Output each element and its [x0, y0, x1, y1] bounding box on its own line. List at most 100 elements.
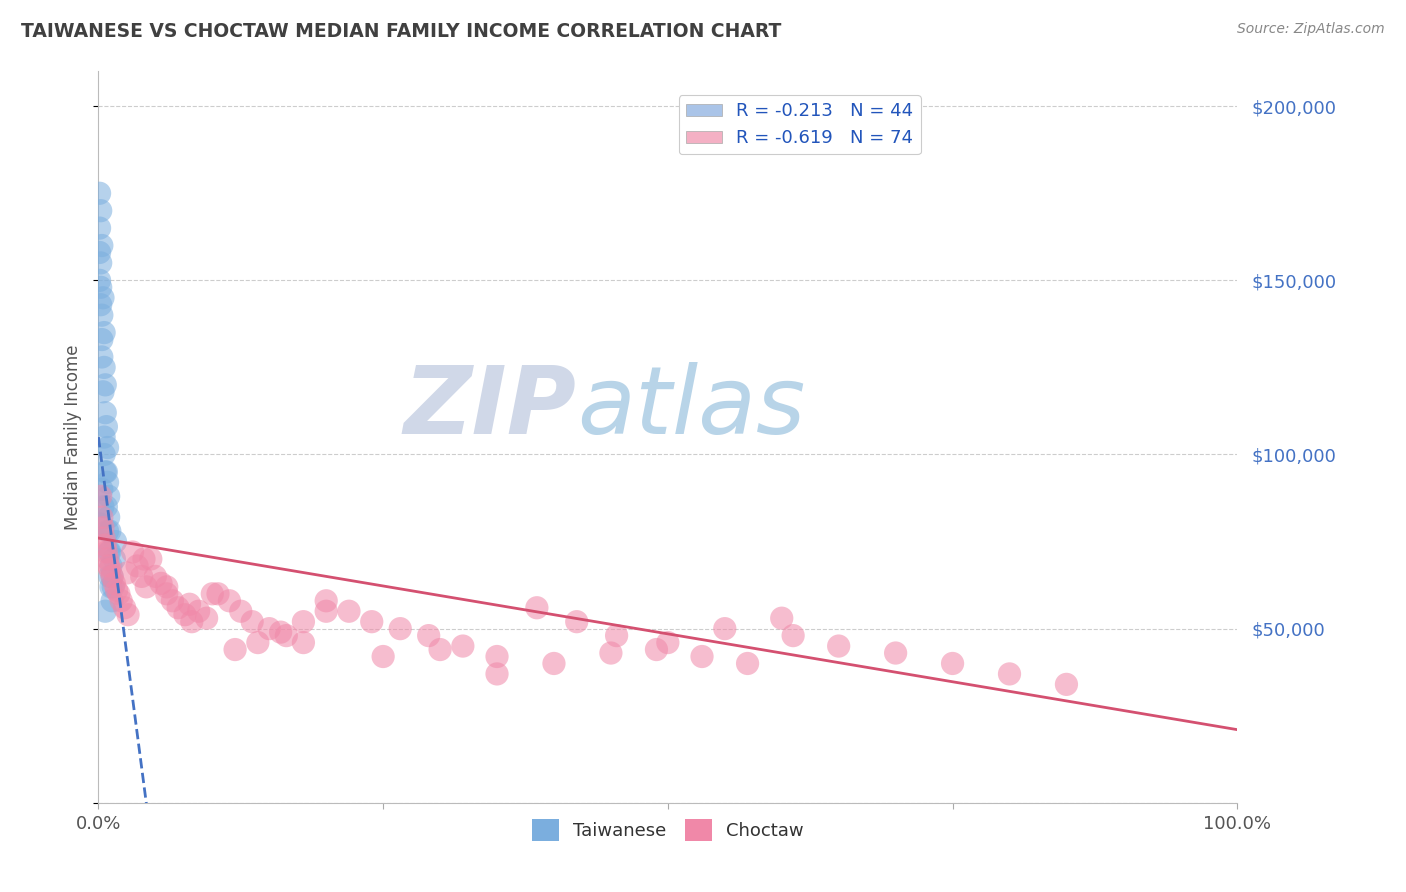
Point	[418, 629, 440, 643]
Point	[131, 569, 153, 583]
Point	[115, 566, 138, 580]
Point	[127, 558, 149, 573]
Point	[90, 350, 112, 364]
Point	[108, 587, 131, 601]
Point	[94, 465, 117, 479]
Point	[98, 569, 121, 583]
Point	[89, 221, 111, 235]
Point	[174, 607, 197, 622]
Point	[162, 594, 184, 608]
Point	[89, 273, 111, 287]
Point	[218, 594, 240, 608]
Point	[103, 552, 125, 566]
Point	[451, 639, 474, 653]
Point	[135, 580, 157, 594]
Point	[526, 600, 548, 615]
Point	[240, 615, 263, 629]
Point	[100, 580, 122, 594]
Point	[96, 524, 118, 538]
Point	[229, 604, 252, 618]
Point	[94, 377, 117, 392]
Point	[782, 629, 804, 643]
Point	[101, 569, 124, 583]
Point	[486, 667, 509, 681]
Point	[1054, 677, 1078, 691]
Point	[371, 649, 394, 664]
Point	[91, 291, 114, 305]
Text: Source: ZipAtlas.com: Source: ZipAtlas.com	[1237, 22, 1385, 37]
Point	[97, 558, 120, 573]
Point	[93, 430, 115, 444]
Point	[292, 635, 315, 649]
Point	[828, 639, 851, 653]
Point	[100, 558, 122, 573]
Point	[96, 465, 118, 479]
Point	[103, 576, 125, 591]
Point	[90, 298, 112, 312]
Point	[90, 203, 112, 218]
Point	[96, 552, 118, 566]
Point	[195, 611, 218, 625]
Point	[89, 186, 111, 201]
Point	[96, 545, 118, 559]
Point	[110, 594, 132, 608]
Point	[770, 611, 793, 625]
Point	[276, 629, 298, 643]
Point	[270, 625, 292, 640]
Text: atlas: atlas	[576, 362, 806, 453]
Point	[97, 489, 120, 503]
Point	[543, 657, 565, 671]
Point	[96, 475, 118, 490]
Point	[101, 594, 124, 608]
Point	[429, 642, 451, 657]
Point	[998, 667, 1021, 681]
Point	[90, 483, 112, 497]
Point	[167, 600, 190, 615]
Legend: Taiwanese, Choctaw: Taiwanese, Choctaw	[524, 812, 811, 848]
Point	[89, 245, 111, 260]
Point	[90, 256, 112, 270]
Point	[103, 580, 125, 594]
Point	[737, 657, 759, 671]
Point	[606, 629, 628, 643]
Point	[90, 238, 112, 252]
Point	[94, 406, 117, 420]
Point	[97, 545, 120, 559]
Point	[93, 360, 115, 375]
Point	[139, 552, 162, 566]
Point	[104, 534, 127, 549]
Point	[145, 569, 167, 583]
Point	[96, 419, 118, 434]
Point	[101, 569, 124, 583]
Point	[93, 326, 115, 340]
Point	[156, 587, 179, 601]
Point	[360, 615, 382, 629]
Point	[565, 615, 588, 629]
Point	[201, 587, 224, 601]
Point	[98, 562, 121, 576]
Point	[117, 607, 139, 622]
Point	[156, 580, 179, 594]
Point	[337, 604, 360, 618]
Point	[93, 531, 115, 545]
Point	[884, 646, 907, 660]
Point	[150, 576, 173, 591]
Point	[179, 597, 201, 611]
Point	[98, 524, 121, 538]
Point	[292, 615, 315, 629]
Point	[91, 500, 114, 514]
Point	[187, 604, 209, 618]
Point	[486, 649, 509, 664]
Point	[90, 489, 112, 503]
Point	[91, 521, 114, 535]
Point	[645, 642, 668, 657]
Text: TAIWANESE VS CHOCTAW MEDIAN FAMILY INCOME CORRELATION CHART: TAIWANESE VS CHOCTAW MEDIAN FAMILY INCOM…	[21, 22, 782, 41]
Point	[180, 615, 202, 629]
Point	[315, 594, 337, 608]
Point	[98, 545, 121, 559]
Point	[224, 642, 246, 657]
Point	[657, 635, 679, 649]
Point	[96, 441, 118, 455]
Point	[315, 604, 337, 618]
Point	[389, 622, 412, 636]
